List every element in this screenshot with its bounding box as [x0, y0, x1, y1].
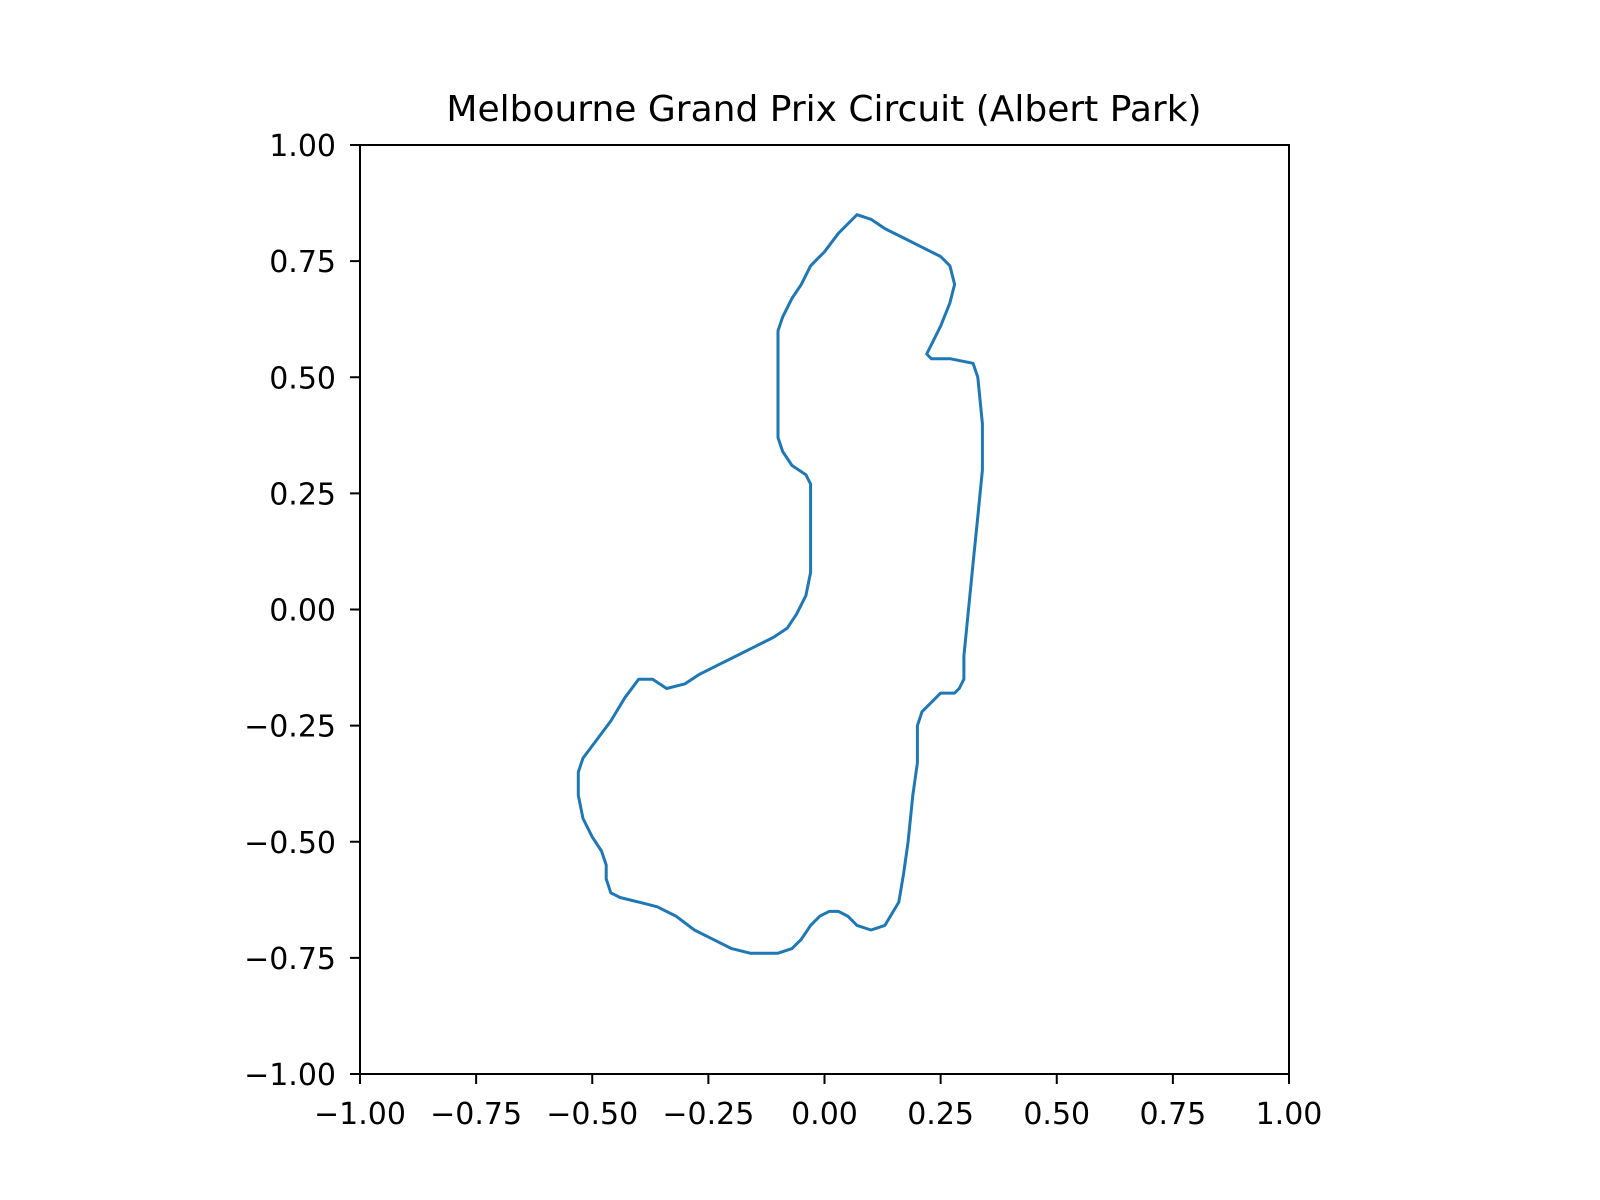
x-tick-label: 1.00	[1256, 1097, 1323, 1132]
x-tick-label: −0.25	[662, 1097, 754, 1132]
x-tick-label: 0.75	[1139, 1097, 1206, 1132]
y-tick-label: 1.00	[269, 129, 336, 164]
y-tick-label: 0.50	[269, 361, 336, 396]
chart-title: Melbourne Grand Prix Circuit (Albert Par…	[446, 89, 1201, 130]
y-tick-label: −0.75	[244, 942, 336, 977]
y-tick-label: 0.75	[269, 245, 336, 280]
y-tick-label: 0.00	[269, 594, 336, 629]
series-layer	[576, 213, 984, 955]
x-tick-label: −0.50	[546, 1097, 638, 1132]
x-tick-label: −0.75	[430, 1097, 522, 1132]
series-line-0	[576, 213, 984, 955]
x-tick-label: 0.00	[791, 1097, 858, 1132]
x-tick-label: −1.00	[314, 1097, 406, 1132]
plot-frame	[359, 144, 1290, 1075]
x-tick-label: 0.50	[1023, 1097, 1090, 1132]
y-tick-label: 0.25	[269, 477, 336, 512]
y-axis-ticks: 1.00 0.75 0.50 0.25 0.00 −0.25 −0.50 −0.75 −1.00	[244, 129, 360, 1093]
x-axis-ticks: −1.00 −0.75 −0.50 −0.25 0.00 0.25 0.50 0.75 1.00	[314, 1074, 1322, 1132]
x-tick-label: 0.25	[907, 1097, 974, 1132]
y-tick-label: −0.50	[244, 826, 336, 861]
y-tick-label: −0.25	[244, 710, 336, 745]
y-tick-label: −1.00	[244, 1058, 336, 1093]
